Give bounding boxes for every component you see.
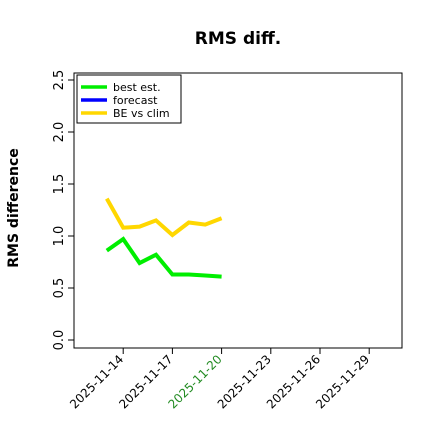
y-axis: 0.0 0.5 1.0 1.5 2.0 2.5 bbox=[52, 70, 74, 351]
y-tick-label: 0.5 bbox=[52, 278, 67, 299]
series-line-best-est bbox=[105, 236, 222, 279]
y-tick-label: 1.5 bbox=[52, 174, 67, 195]
y-axis-label: RMS difference bbox=[6, 148, 22, 268]
x-axis: 2025-11-142025-11-172025-11-202025-11-23… bbox=[67, 348, 372, 411]
y-tick-label: 2.0 bbox=[52, 122, 67, 143]
series-line-be-vs-clim bbox=[105, 197, 223, 238]
series-layer bbox=[105, 197, 223, 279]
y-tick-label: 0.0 bbox=[52, 330, 67, 351]
chart-title: RMS diff. bbox=[195, 29, 281, 49]
y-tick-label: 1.0 bbox=[52, 226, 67, 247]
legend-label: BE vs clim bbox=[113, 107, 170, 120]
legend-label: forecast bbox=[113, 94, 158, 107]
plot-frame bbox=[73, 72, 403, 349]
y-tick-label: 2.5 bbox=[52, 70, 67, 91]
legend-label: best est. bbox=[113, 81, 161, 94]
